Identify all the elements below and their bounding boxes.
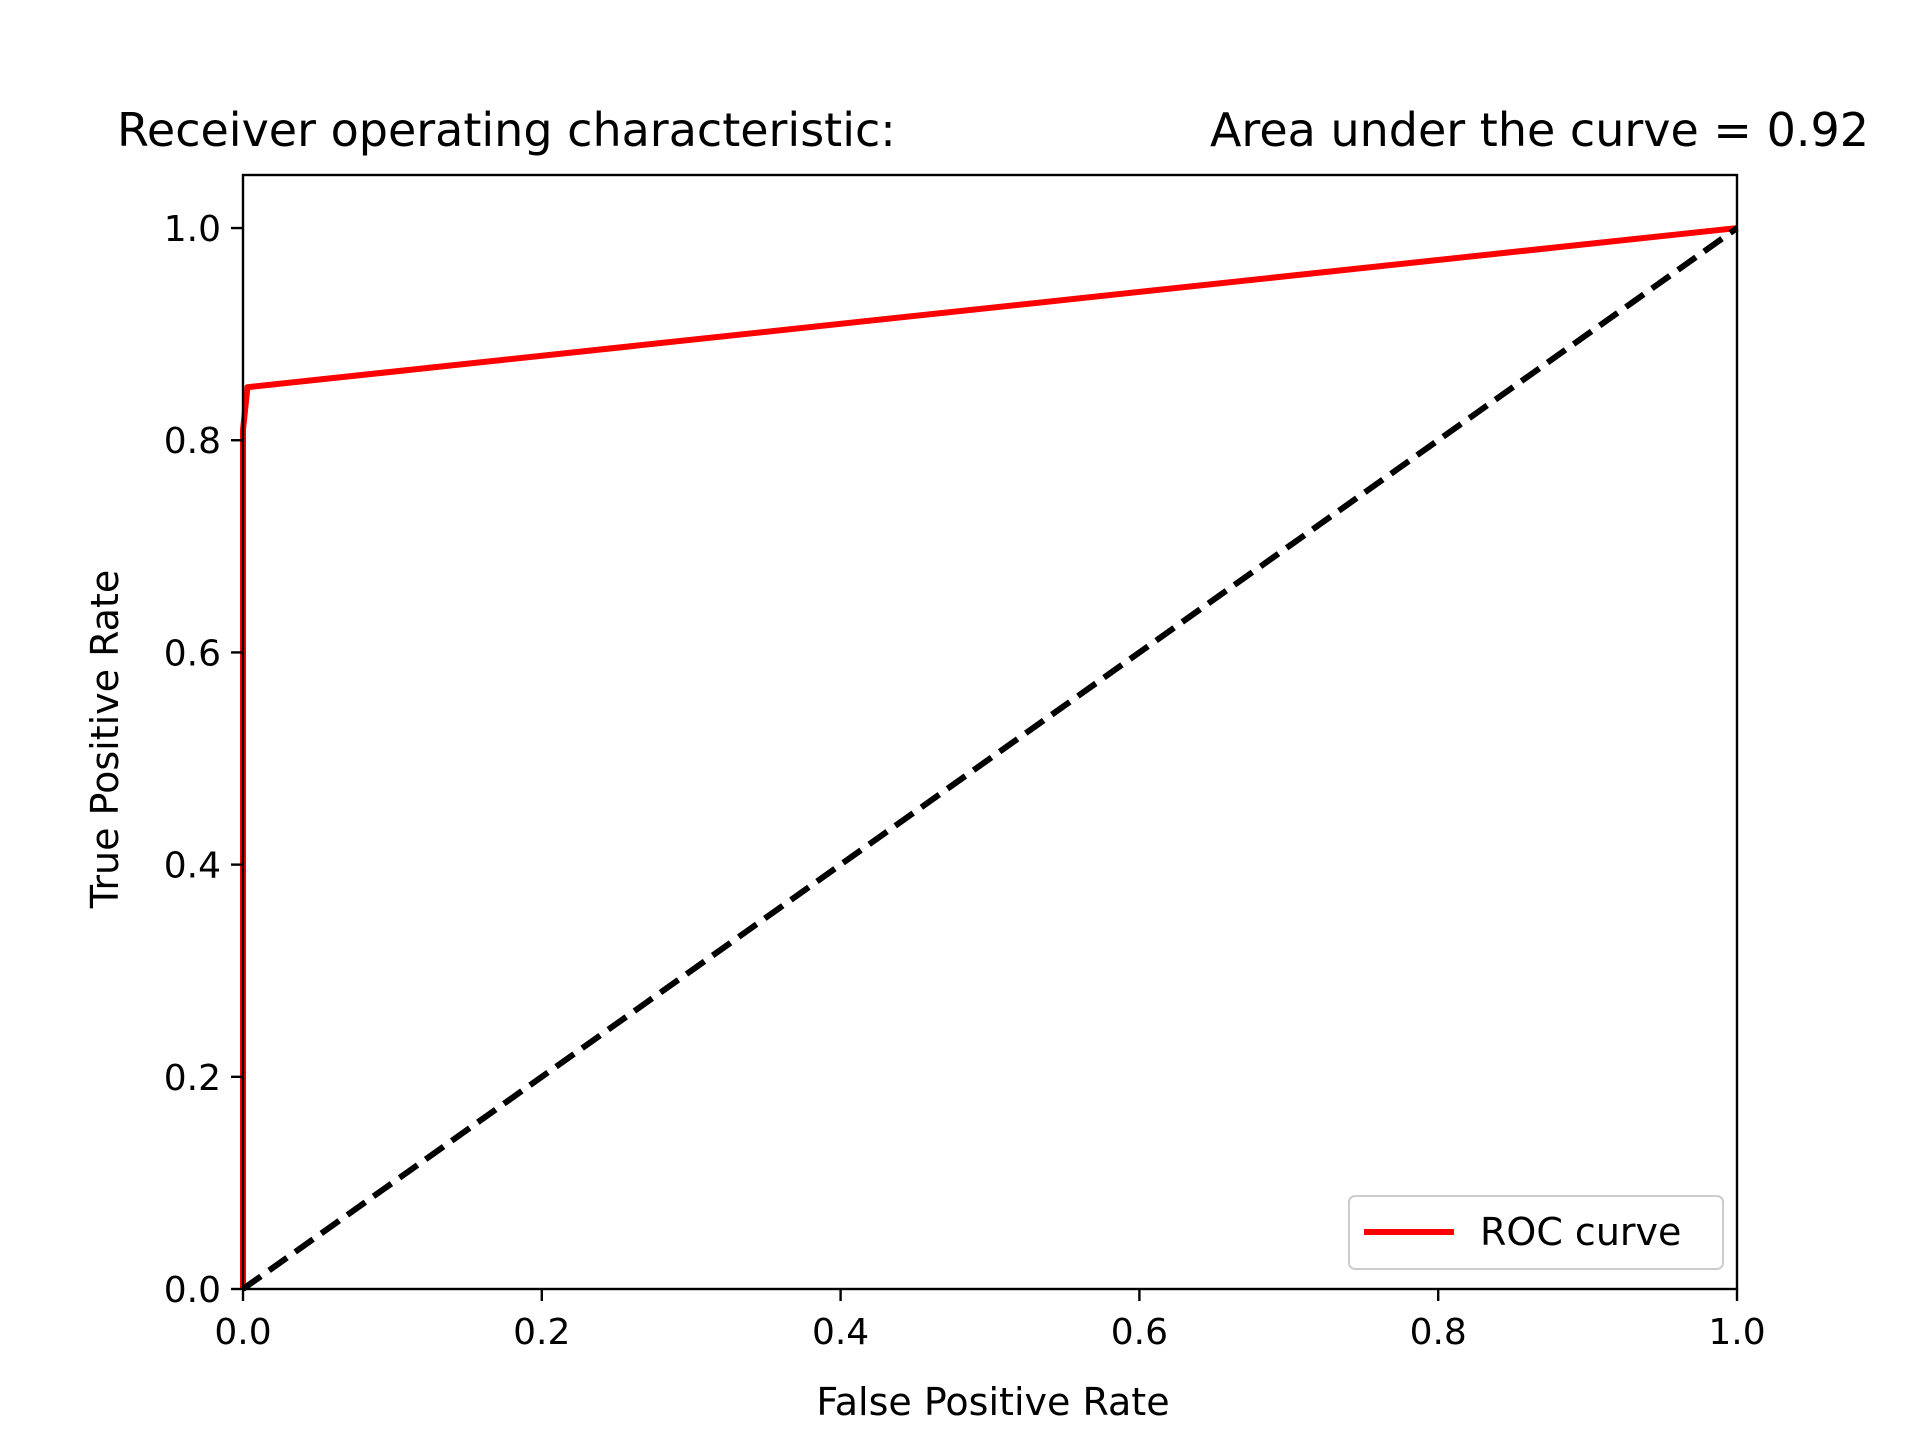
- y-tick-label: 1.0: [164, 209, 221, 250]
- x-tick-label: 0.0: [214, 1312, 271, 1353]
- y-tick-label: 0.0: [164, 1270, 221, 1311]
- x-tick-label: 1.0: [1708, 1312, 1765, 1353]
- x-tick-label: 0.8: [1410, 1312, 1467, 1353]
- chart-title-right: Area under the curve = 0.92: [1210, 103, 1869, 157]
- y-tick-label: 0.2: [164, 1058, 221, 1099]
- y-tick-label: 0.6: [164, 633, 221, 674]
- chart-title-left: Receiver operating characteristic:: [117, 103, 896, 157]
- x-tick-label: 0.4: [812, 1312, 869, 1353]
- x-axis-ticks: 0.0 0.2 0.4 0.6 0.8 1.0: [214, 1289, 1766, 1353]
- legend-label-roc-curve: ROC curve: [1480, 1210, 1681, 1254]
- x-axis-label: False Positive Rate: [816, 1380, 1169, 1424]
- legend: ROC curve: [1348, 1195, 1724, 1270]
- x-tick-label: 0.2: [513, 1312, 570, 1353]
- y-axis-label: True Positive Rate: [83, 570, 127, 910]
- legend-box: [1348, 1195, 1724, 1270]
- y-tick-label: 0.4: [164, 846, 221, 887]
- series-line-chance-diagonal: [241, 225, 1739, 1292]
- axes-frame: [241, 173, 1739, 1291]
- y-tick-label: 0.8: [164, 421, 221, 462]
- y-axis-ticks: 0.0 0.2 0.4 0.6 0.8 1.0: [164, 209, 243, 1311]
- x-tick-label: 0.6: [1111, 1312, 1168, 1353]
